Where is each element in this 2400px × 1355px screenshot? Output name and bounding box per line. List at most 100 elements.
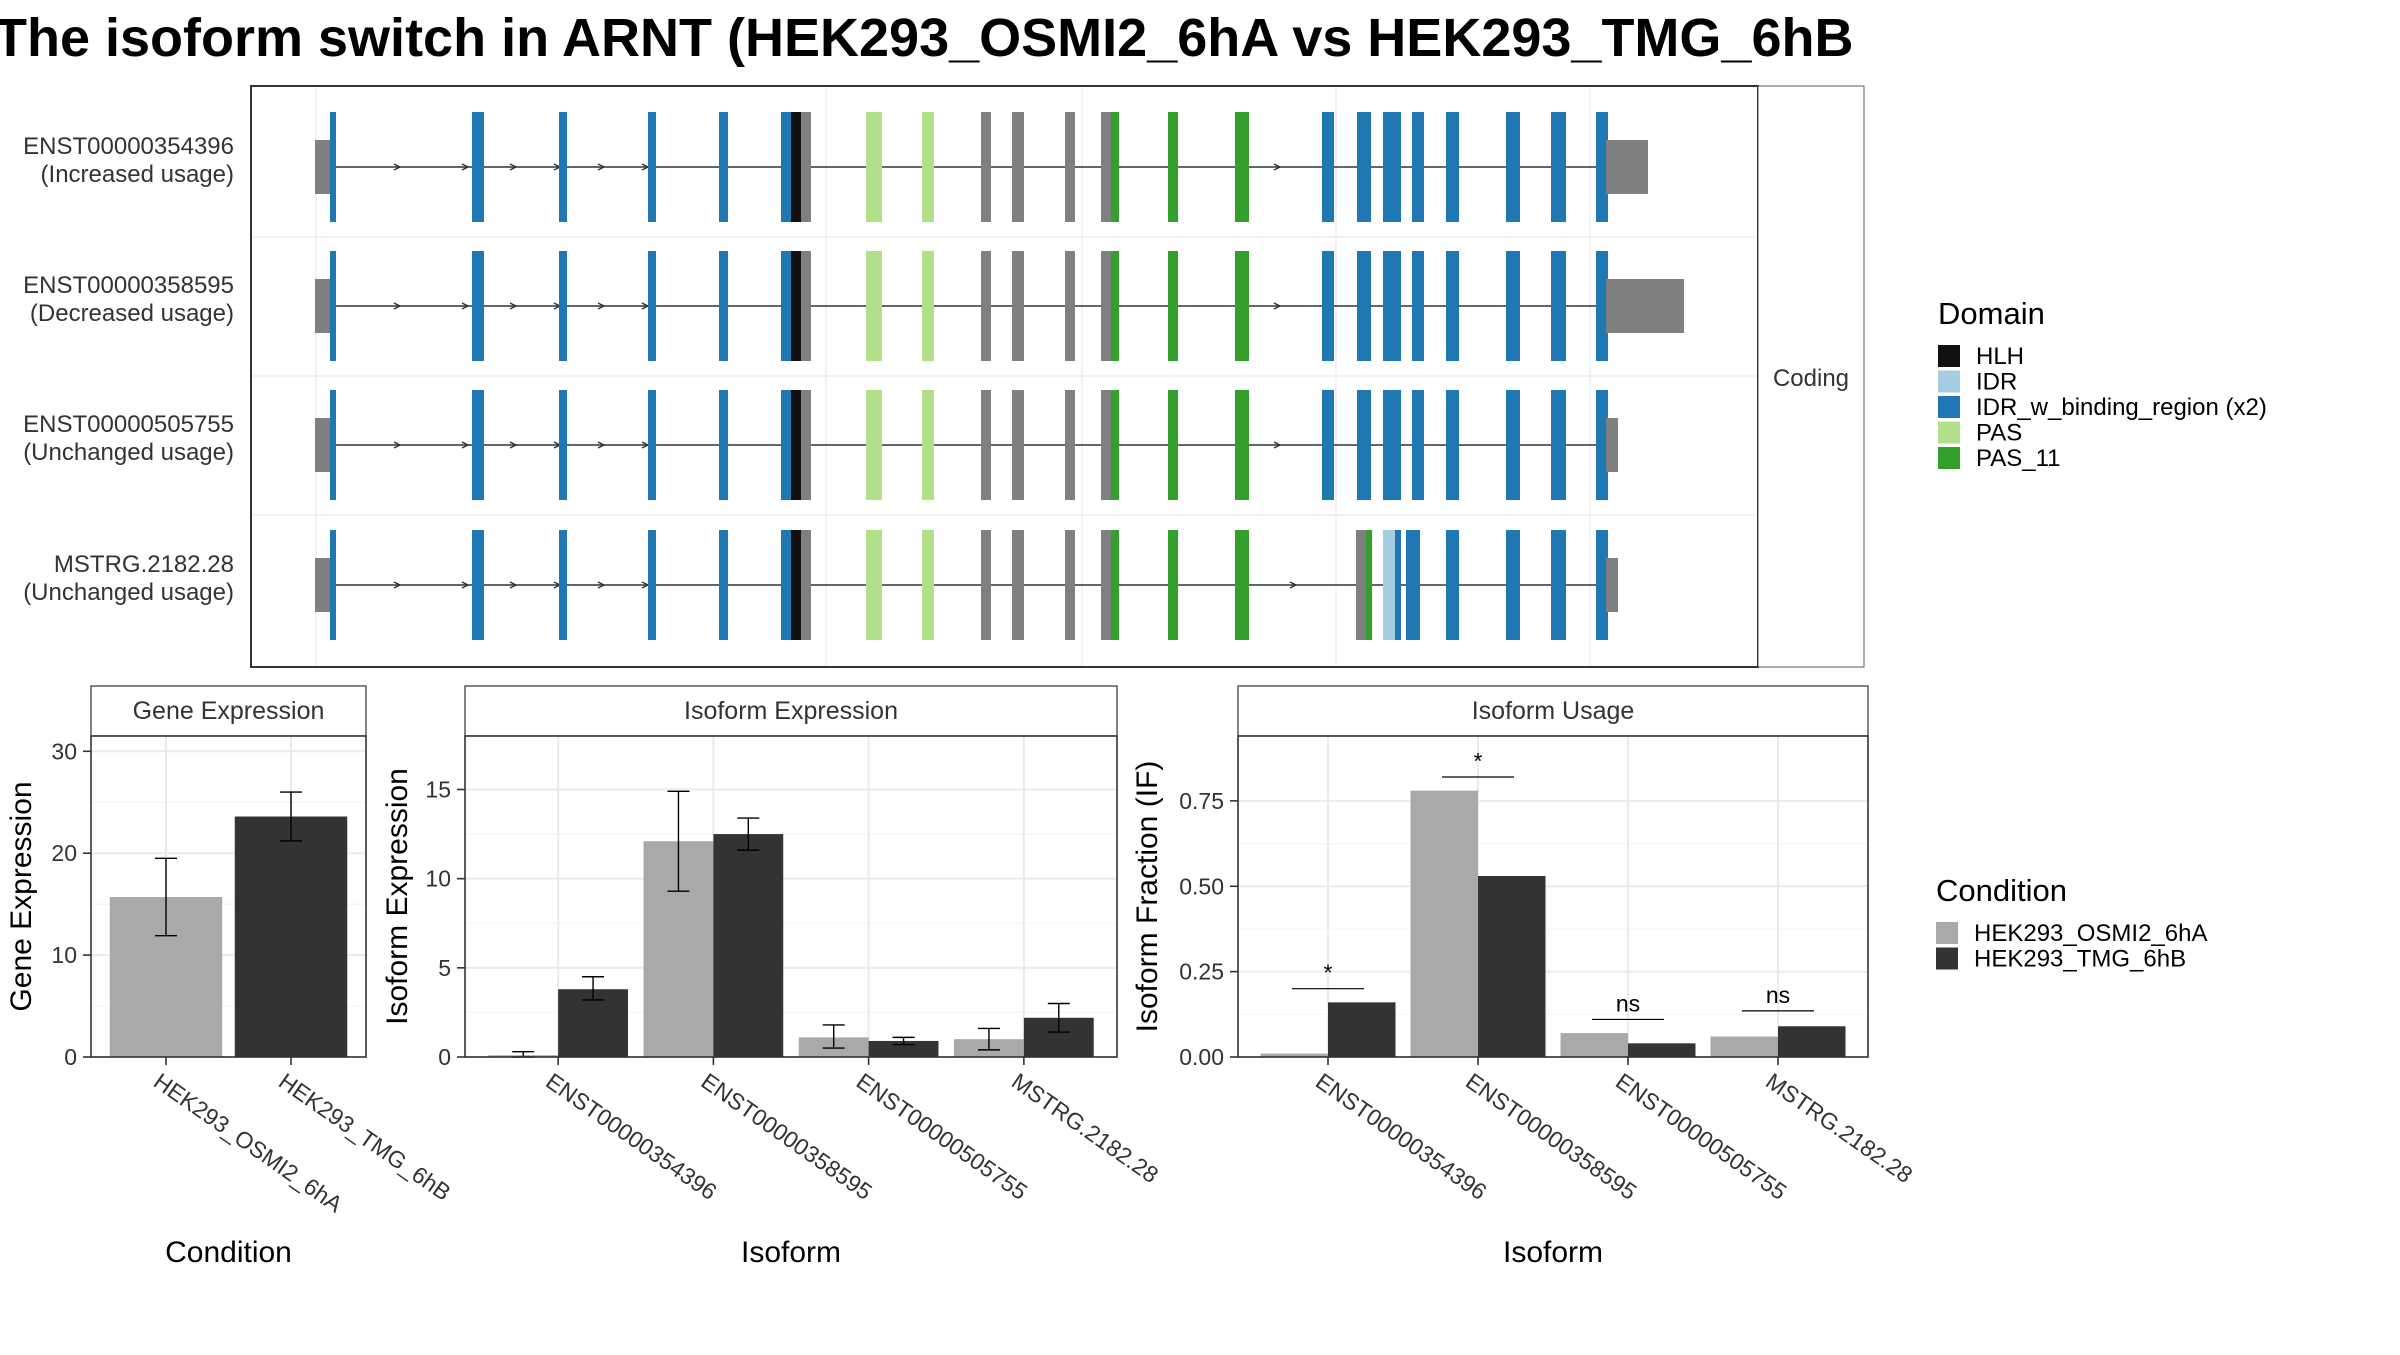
- exon-idr_w_binding_region: [648, 251, 656, 361]
- utr3-block: [1606, 140, 1648, 194]
- intron-arrow: [461, 302, 470, 310]
- intron-arrow: [597, 581, 606, 589]
- exon-idr_w_binding_region: [330, 530, 336, 640]
- intron-arrow: [393, 163, 402, 171]
- intron-arrow: [1273, 302, 1282, 310]
- y-tick-label: 10: [51, 942, 77, 968]
- exon-idr_w_binding_region: [1551, 112, 1566, 222]
- exon-hlh: [791, 390, 801, 500]
- exon-pas_11: [1168, 530, 1178, 640]
- exon-none: [1065, 251, 1075, 361]
- panel-border: [90, 735, 367, 1058]
- panel-border: [464, 735, 1118, 1058]
- y-tick-label: 0.50: [1179, 873, 1224, 899]
- figure-title: The isoform switch in ARNT (HEK293_OSMI2…: [0, 8, 1853, 68]
- intron-arrow: [393, 441, 402, 449]
- legend-label: HLH: [1976, 343, 2024, 370]
- exon-idr_w_binding_region: [1322, 251, 1334, 361]
- isoform-label: ENST00000358595: [23, 272, 234, 299]
- exon-idr_w_binding_region: [1506, 390, 1520, 500]
- exon-idr_w_binding_region: [1322, 112, 1334, 222]
- y-tick-label: 10: [425, 866, 451, 892]
- panel-title: Isoform Usage: [1472, 697, 1635, 725]
- exon-hlh: [791, 112, 801, 222]
- exon-idr_w_binding_region: [781, 530, 791, 640]
- intron-arrow: [597, 302, 606, 310]
- exon-pas: [922, 251, 934, 361]
- exon-idr_w_binding_region: [330, 390, 336, 500]
- bar: [1328, 1002, 1396, 1057]
- exon-pas: [922, 390, 934, 500]
- isoform-usage-label: (Decreased usage): [30, 300, 234, 327]
- exon-idr_w_binding_region: [719, 530, 728, 640]
- exon-idr_w_binding_region: [1596, 112, 1608, 222]
- y-tick-label: 0.00: [1179, 1044, 1224, 1070]
- exon-none: [801, 112, 811, 222]
- isoform-row: [315, 390, 1618, 500]
- exon-pas_11: [1111, 530, 1119, 640]
- exon-idr_w_binding_region: [781, 112, 791, 222]
- gene-expression-panel: Gene Expression0102030HEK293_OSMI2_6hAHE…: [5, 685, 456, 1269]
- y-axis-title: Gene Expression: [5, 781, 38, 1011]
- exon-none: [1012, 390, 1024, 500]
- exon-idr_w_binding_region: [472, 390, 484, 500]
- exon-idr_w_binding_region: [1412, 390, 1424, 500]
- legend-label: PAS_11: [1976, 445, 2061, 472]
- exon-none: [1065, 112, 1075, 222]
- exon-pas_11: [1168, 112, 1178, 222]
- x-axis-title: Isoform: [1503, 1236, 1603, 1269]
- exon-idr_w_binding_region: [1506, 530, 1520, 640]
- exon-none: [981, 251, 991, 361]
- legend-swatch: [1938, 421, 1960, 444]
- intron-arrow: [509, 302, 518, 310]
- x-axis-title: Condition: [165, 1236, 292, 1269]
- exon-idr_w_binding_region: [1506, 112, 1520, 222]
- exon-pas_11: [1111, 251, 1119, 361]
- isoform-label: ENST00000505755: [23, 411, 234, 438]
- legend-label: IDR: [1976, 369, 2017, 396]
- y-axis-title: Isoform Fraction (IF): [1131, 761, 1164, 1033]
- exon-pas_11: [1235, 112, 1249, 222]
- intron-arrow: [1273, 163, 1282, 171]
- exon-idr_w_binding_region: [1395, 530, 1401, 640]
- exon-none: [801, 390, 811, 500]
- facet-label-coding: Coding: [1773, 365, 1849, 392]
- panel-border: [1237, 735, 1869, 1058]
- y-tick-label: 0.25: [1179, 959, 1224, 985]
- legend-label: PAS: [1976, 420, 2022, 447]
- exon-pas_11: [1366, 530, 1372, 640]
- bar: [234, 816, 348, 1057]
- exon-idr_w_binding_region: [1551, 530, 1566, 640]
- panel-title: Gene Expression: [133, 697, 325, 725]
- intron-arrow: [393, 302, 402, 310]
- exon-pas_11: [1111, 112, 1119, 222]
- bar: [1710, 1036, 1778, 1057]
- exon-none: [1012, 112, 1024, 222]
- intron-arrow: [461, 441, 470, 449]
- condition-legend-swatch: [1936, 947, 1958, 970]
- isoform-label: MSTRG.2182.28: [54, 551, 234, 578]
- bar: [1560, 1033, 1628, 1057]
- utr5-block: [315, 140, 330, 194]
- isoform-usage-label: (Increased usage): [41, 161, 234, 188]
- legend-swatch: [1938, 370, 1960, 393]
- exon-none: [1065, 530, 1075, 640]
- exon-idr_w_binding_region: [1551, 390, 1566, 500]
- exon-idr_w_binding_region: [1383, 112, 1401, 222]
- isoform-expression-panel: Isoform Expression051015ENST00000354396E…: [381, 685, 1163, 1269]
- exon-idr_w_binding_region: [330, 112, 336, 222]
- legend-swatch: [1938, 345, 1960, 367]
- intron-arrow: [1289, 581, 1298, 589]
- exon-idr_w_binding_region: [1506, 251, 1520, 361]
- exon-none: [1101, 112, 1111, 222]
- x-tick-label: ENST00000505755: [852, 1068, 1032, 1205]
- legend-swatch: [1938, 396, 1960, 418]
- intron-arrow: [393, 581, 402, 589]
- exon-idr_w_binding_region: [559, 251, 567, 361]
- intron-arrow: [509, 441, 518, 449]
- x-tick-label: ENST00000358595: [697, 1068, 877, 1205]
- y-tick-label: 0.75: [1179, 788, 1224, 814]
- x-axis-title: Isoform: [741, 1236, 841, 1269]
